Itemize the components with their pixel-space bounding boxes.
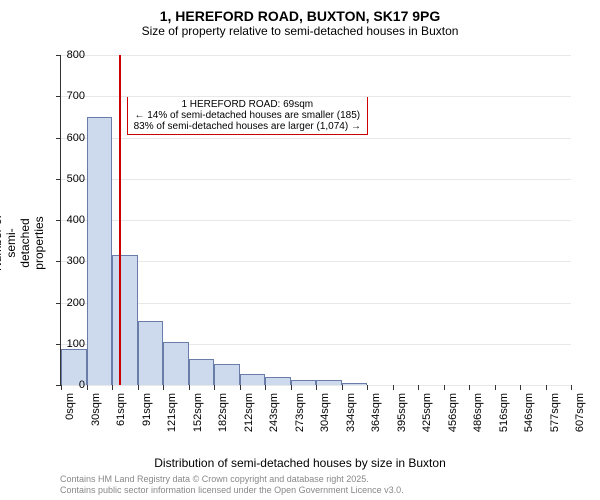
ytick-label: 0 [45,379,85,391]
xtick-mark [240,385,241,390]
ytick-label: 700 [45,90,85,102]
histogram-bar [163,342,189,385]
xtick-mark [418,385,419,390]
xtick-mark [469,385,470,390]
y-axis-label: Number of semi-detached properties [0,213,46,273]
histogram-bar [240,374,266,385]
xtick-label: 304sqm [319,393,331,432]
xtick-label: 456sqm [447,393,459,432]
footer-line: Contains HM Land Registry data © Crown c… [60,474,404,485]
gridline [61,220,571,221]
ytick-label: 100 [45,338,85,350]
annotation-line: 83% of semi-detached houses are larger (… [134,121,361,132]
xtick-mark [342,385,343,390]
footer-attribution: Contains HM Land Registry data © Crown c… [60,474,404,496]
ytick-label: 400 [45,214,85,226]
xtick-label: 121sqm [166,393,178,432]
xtick-label: 546sqm [523,393,535,432]
xtick-label: 425sqm [421,393,433,432]
xtick-label: 607sqm [574,393,586,432]
xtick-mark [214,385,215,390]
gridline [61,96,571,97]
xtick-label: 91sqm [141,393,153,426]
histogram-bar [265,377,291,385]
reference-line [119,55,121,385]
gridline [61,261,571,262]
gridline [61,303,571,304]
ytick-label: 200 [45,297,85,309]
ytick-label: 500 [45,173,85,185]
ytick-label: 800 [45,49,85,61]
xtick-mark [112,385,113,390]
xtick-label: 577sqm [549,393,561,432]
xtick-label: 395sqm [396,393,408,432]
xtick-mark [316,385,317,390]
annotation-line: 1 HEREFORD ROAD: 69sqm [134,99,361,110]
xtick-mark [138,385,139,390]
gridline [61,138,571,139]
chart-title: 1, HEREFORD ROAD, BUXTON, SK17 9PG [0,0,600,24]
xtick-label: 243sqm [268,393,280,432]
xtick-mark [571,385,572,390]
chart-plot-area: 1 HEREFORD ROAD: 69sqm ← 14% of semi-det… [60,55,571,386]
xtick-mark [87,385,88,390]
xtick-label: 486sqm [472,393,484,432]
xtick-label: 516sqm [498,393,510,432]
gridline [61,179,571,180]
histogram-bar [87,117,113,385]
xtick-mark [546,385,547,390]
xtick-mark [367,385,368,390]
ytick-label: 600 [45,132,85,144]
xtick-mark [520,385,521,390]
xtick-mark [265,385,266,390]
xtick-label: 61sqm [115,393,127,426]
histogram-bar [112,255,138,385]
histogram-bar [138,321,164,385]
chart-container: 1, HEREFORD ROAD, BUXTON, SK17 9PG Size … [0,0,600,500]
xtick-mark [163,385,164,390]
xtick-label: 0sqm [64,393,76,420]
x-axis-label: Distribution of semi-detached houses by … [0,456,600,470]
annotation-line: ← 14% of semi-detached houses are smalle… [134,110,361,121]
chart-subtitle: Size of property relative to semi-detach… [0,24,600,38]
xtick-label: 30sqm [90,393,102,426]
xtick-label: 273sqm [294,393,306,432]
xtick-mark [189,385,190,390]
ytick-label: 300 [45,255,85,267]
xtick-mark [393,385,394,390]
xtick-label: 152sqm [192,393,204,432]
xtick-mark [495,385,496,390]
xtick-label: 364sqm [370,393,382,432]
histogram-bar [342,383,368,385]
xtick-label: 334sqm [345,393,357,432]
xtick-label: 182sqm [217,393,229,432]
footer-line: Contains public sector information licen… [60,485,404,496]
xtick-mark [444,385,445,390]
histogram-bar [189,359,215,385]
xtick-label: 212sqm [243,393,255,432]
histogram-bar [214,364,240,385]
annotation-box: 1 HEREFORD ROAD: 69sqm ← 14% of semi-det… [127,96,368,135]
histogram-bar [316,380,342,385]
histogram-bar [291,380,317,385]
gridline [61,55,571,56]
xtick-mark [291,385,292,390]
